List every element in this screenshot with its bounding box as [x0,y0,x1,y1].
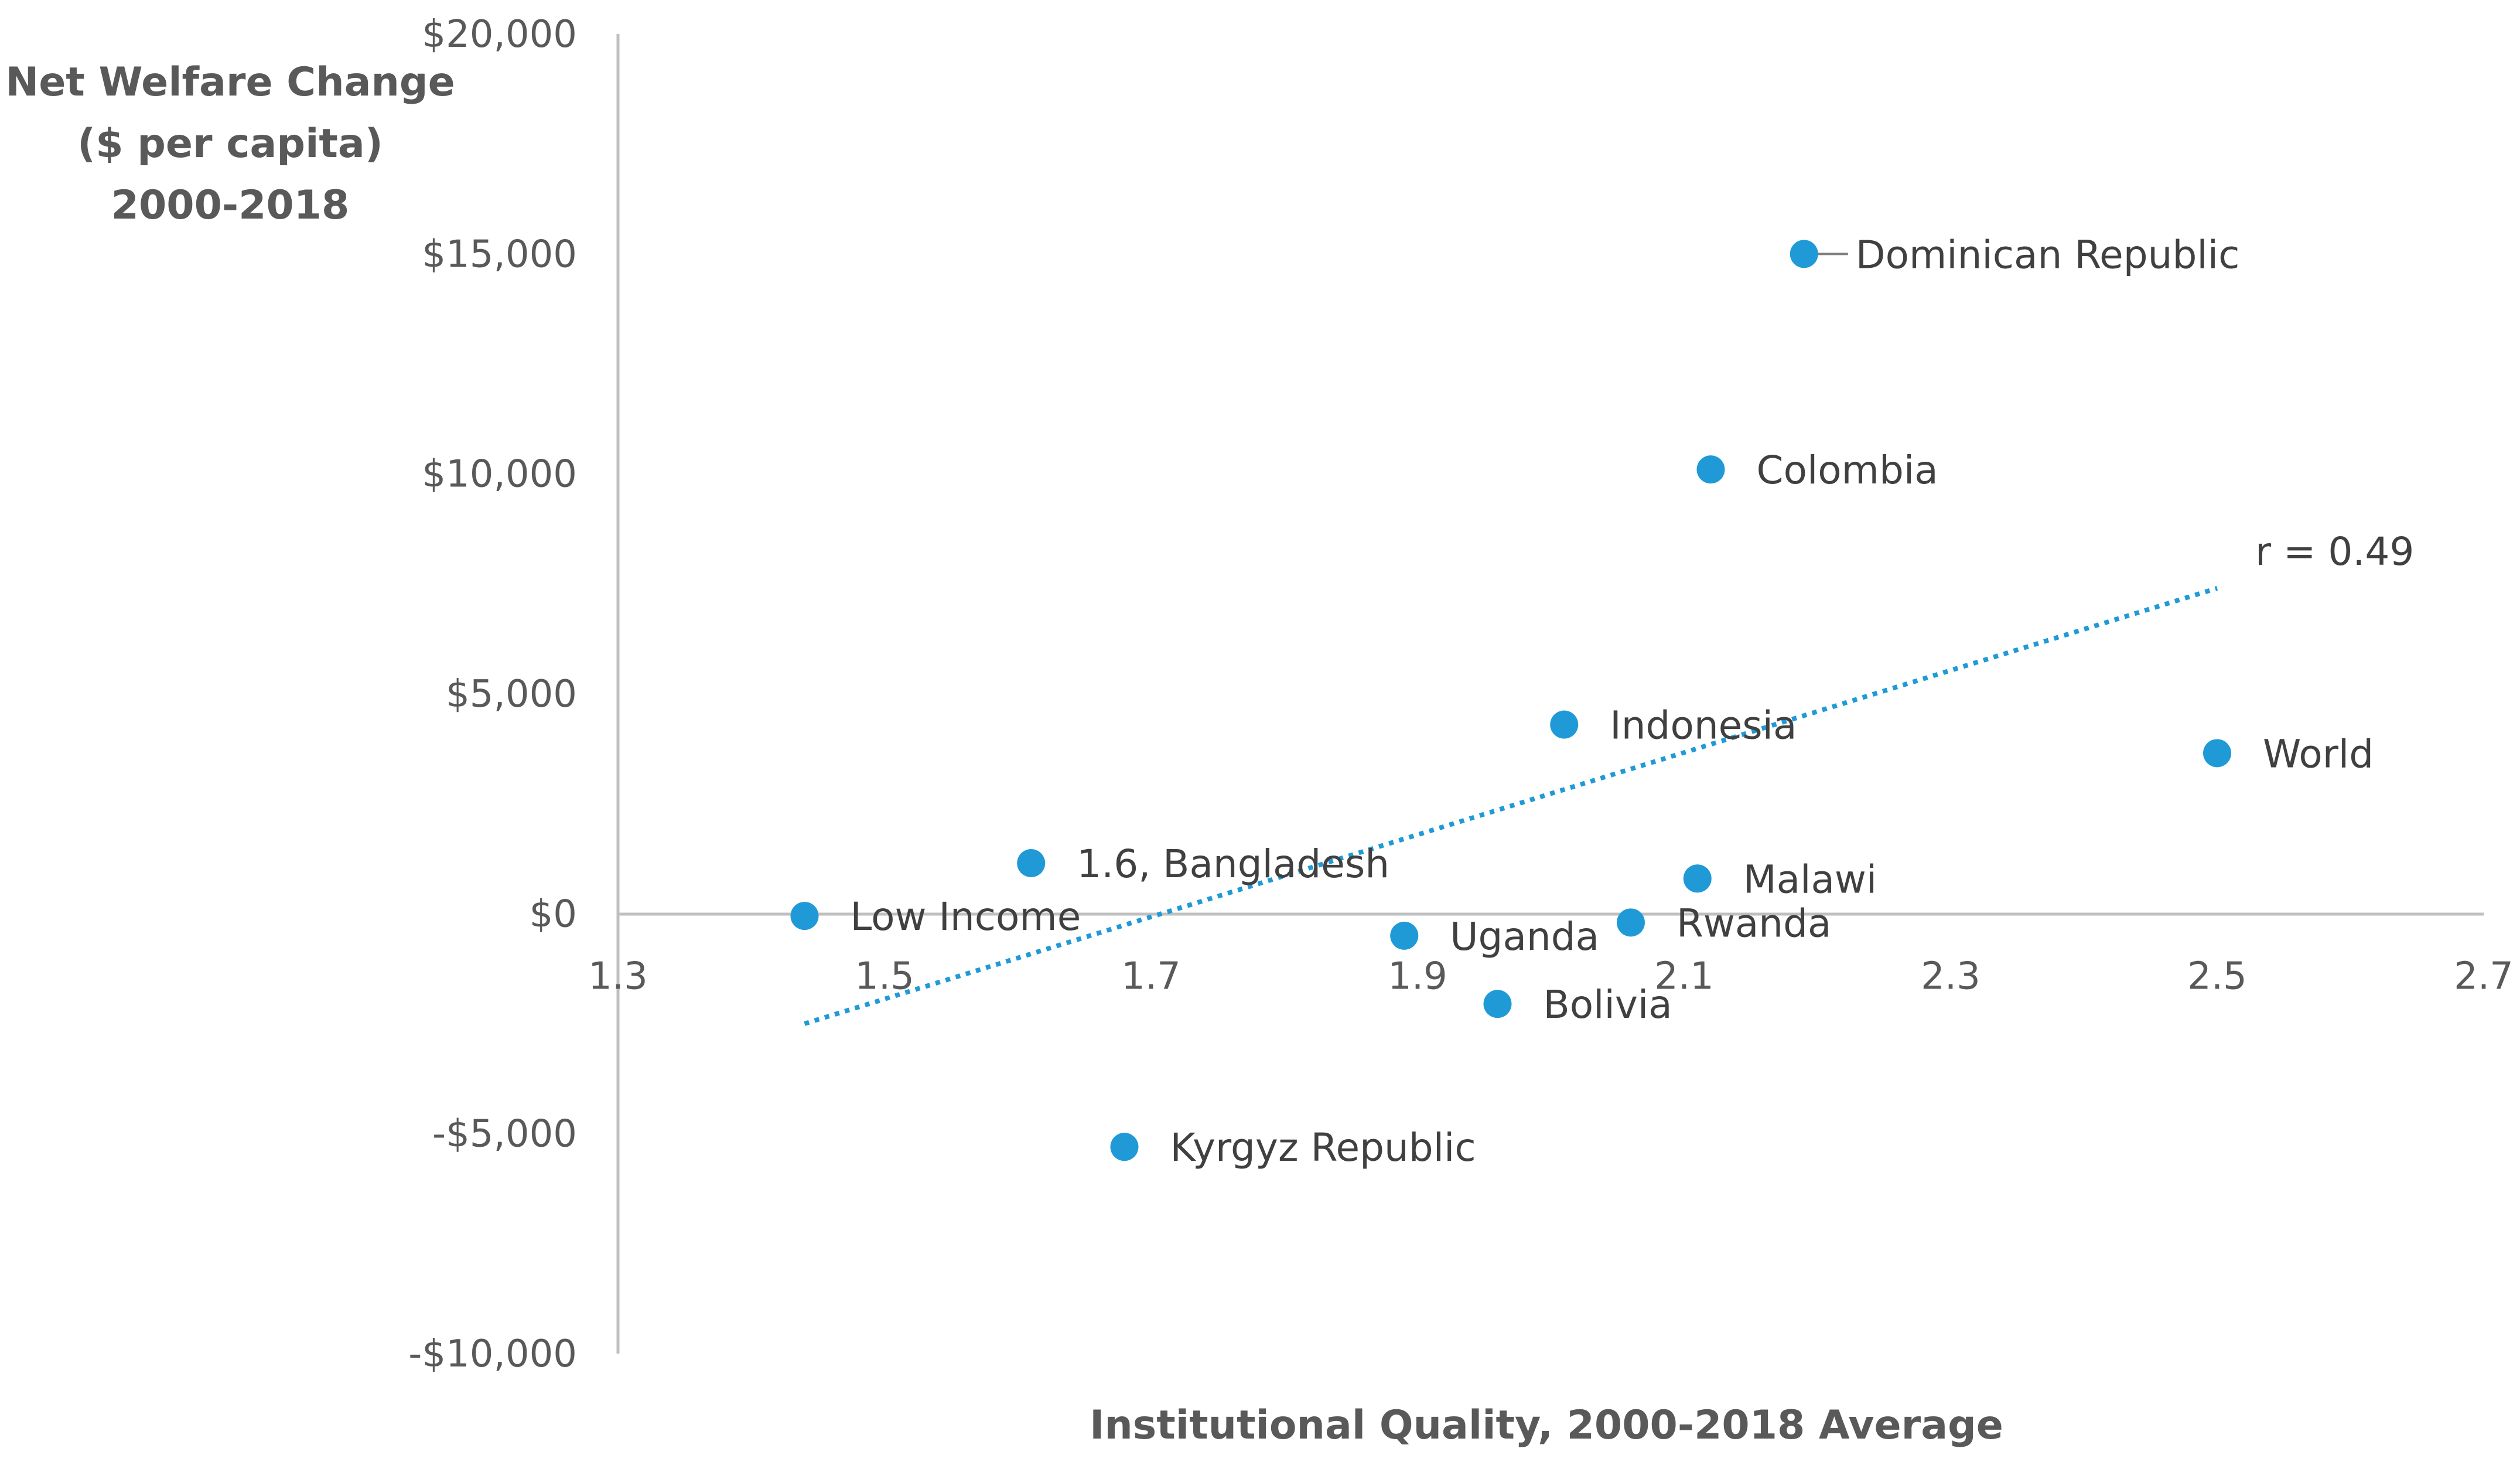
data-point-label: Malawi [1743,857,1877,902]
data-point [1696,455,1725,484]
data-point-label: Rwanda [1676,901,1831,946]
data-point-label: Low Income [851,894,1081,939]
y-axis-title-line-2: ($ per capita) [77,121,383,167]
y-tick-label: -$5,000 [432,1113,577,1156]
data-point-label: Colombia [1757,448,1938,493]
data-point-label: Dominican Republic [1856,232,2240,277]
data-point [1790,240,1818,268]
y-tick-label: -$10,000 [408,1333,577,1376]
trendline-group: r = 0.49 [804,529,2414,1026]
x-tick-label: 1.7 [1121,955,1181,998]
y-tick-label: $5,000 [446,673,577,716]
data-point-label: Indonesia [1610,703,1797,748]
y-tick-label: $10,000 [422,453,577,496]
data-point-label: Uganda [1450,914,1599,959]
trendline [804,586,2218,1026]
data-point [1390,921,1419,950]
x-tick-label: 2.5 [2187,955,2247,998]
y-tick-labels: $20,000 $15,000 $10,000 $5,000 $0 -$5,000 -$10… [408,13,577,1376]
y-axis-title-line-1: Net Welfare Change [5,59,455,105]
y-tick-label: $20,000 [422,13,577,56]
data-point [1483,990,1512,1018]
data-point-label: Bolivia [1544,982,1672,1027]
data-point [2203,739,2231,768]
x-tick-label: 2.3 [1921,955,1981,998]
data-point [1683,864,1712,893]
data-point [1617,908,1645,937]
data-point [1110,1133,1139,1161]
x-tick-labels: 1.3 1.5 1.7 1.9 2.1 2.3 2.5 2.7 [588,955,2514,998]
r-value-label: r = 0.49 [2255,529,2414,574]
data-point [790,902,819,931]
x-tick-label: 1.5 [855,955,914,998]
x-tick-label: 2.1 [1654,955,1714,998]
data-point [1550,710,1579,739]
data-point-label: Kyrgyz Republic [1170,1125,1476,1170]
y-tick-label: $0 [530,892,577,936]
data-point-label: World [2263,731,2374,776]
data-point [1017,849,1046,878]
x-tick-label: 1.9 [1388,955,1447,998]
x-axis-title: Institutional Quality, 2000-2018 Average [1090,1402,2003,1449]
points-group: Dominican Republic Colombia Indonesia World… [790,232,2374,1170]
x-tick-label: 2.7 [2454,955,2514,998]
x-tick-label: 1.3 [588,955,648,998]
y-axis-title-line-3: 2000-2018 [111,182,350,229]
data-point-label: 1.6, Bangladesh [1077,841,1389,887]
y-tick-label: $15,000 [422,233,577,276]
